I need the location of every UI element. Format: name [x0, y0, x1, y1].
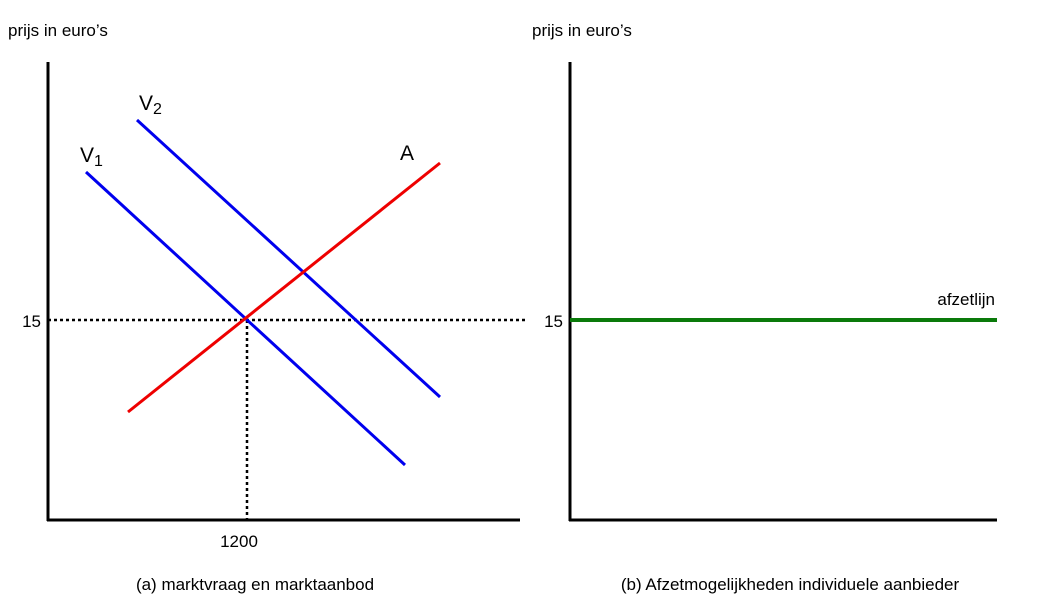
- curve-label: V1: [80, 144, 103, 170]
- curve-label-main: V: [139, 92, 153, 115]
- y-axis-label: prijs in euro’s: [532, 21, 632, 40]
- curve-label: V2: [139, 92, 162, 118]
- y-tick-label: 15: [544, 312, 563, 331]
- supply-curve: [127, 161, 441, 414]
- curve-label-main: V: [80, 144, 94, 167]
- curve-label: A: [400, 142, 414, 165]
- caption: (a) marktvraag en marktaanbod: [136, 575, 374, 594]
- curve-label-subscript: 2: [153, 101, 162, 118]
- caption: (b) Afzetmogelijkheden individuele aanbi…: [621, 575, 960, 594]
- demand-curve: [135, 118, 442, 399]
- y-tick-label: 15: [22, 312, 41, 331]
- y-axis-label: prijs in euro’s: [8, 21, 108, 40]
- curve-label-subscript: 1: [94, 153, 103, 170]
- curve-label: afzetlijn: [937, 290, 995, 309]
- x-tick-label: 1200: [220, 532, 258, 551]
